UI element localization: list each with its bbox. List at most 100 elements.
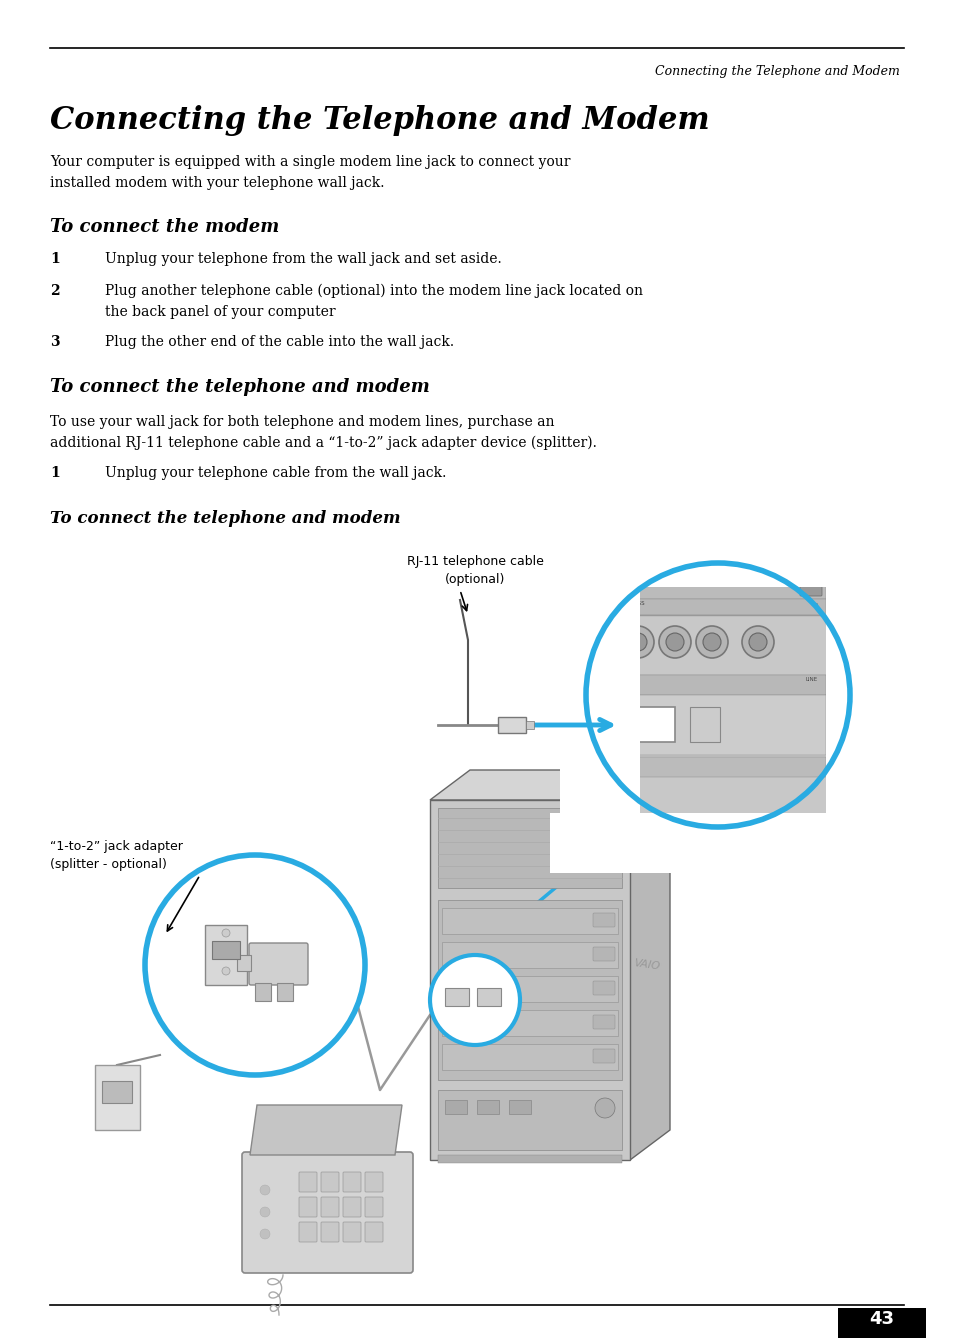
Polygon shape (430, 770, 669, 800)
FancyBboxPatch shape (609, 578, 825, 599)
Circle shape (659, 626, 690, 658)
Circle shape (595, 1097, 615, 1118)
Text: To connect the telephone and modem: To connect the telephone and modem (50, 378, 429, 397)
Text: Your computer is equipped with a single modem line jack to connect your
installe: Your computer is equipped with a single … (50, 155, 570, 189)
FancyBboxPatch shape (441, 1010, 618, 1036)
FancyBboxPatch shape (609, 675, 825, 695)
Polygon shape (250, 1106, 401, 1155)
Text: Connecting the Telephone and Modem: Connecting the Telephone and Modem (50, 105, 709, 135)
Text: Plug another telephone cable (optional) into the modem line jack located on
the : Plug another telephone cable (optional) … (105, 284, 642, 319)
Text: LINE: LINE (805, 677, 817, 682)
Circle shape (222, 967, 230, 976)
Text: (optional): (optional) (444, 574, 505, 586)
FancyBboxPatch shape (525, 721, 534, 729)
Text: O: O (813, 603, 817, 608)
FancyBboxPatch shape (609, 757, 825, 777)
Text: To connect the modem: To connect the modem (50, 218, 279, 236)
Polygon shape (629, 770, 669, 1160)
Circle shape (585, 563, 849, 827)
Circle shape (748, 632, 766, 651)
FancyBboxPatch shape (444, 988, 469, 1006)
FancyBboxPatch shape (476, 988, 500, 1006)
FancyBboxPatch shape (365, 1197, 382, 1217)
FancyBboxPatch shape (298, 1172, 316, 1193)
Circle shape (260, 1185, 270, 1195)
FancyBboxPatch shape (437, 1089, 621, 1150)
FancyBboxPatch shape (242, 1152, 413, 1273)
Text: Unplug your telephone cable from the wall jack.: Unplug your telephone cable from the wal… (105, 466, 446, 480)
FancyBboxPatch shape (441, 976, 618, 1002)
FancyBboxPatch shape (593, 1014, 615, 1029)
Circle shape (260, 1229, 270, 1240)
FancyBboxPatch shape (212, 941, 240, 959)
Text: To use your wall jack for both telephone and modem lines, purchase an
additional: To use your wall jack for both telephone… (50, 415, 597, 450)
Text: 2: 2 (50, 284, 60, 297)
FancyBboxPatch shape (441, 942, 618, 967)
FancyBboxPatch shape (236, 955, 251, 972)
Circle shape (702, 632, 720, 651)
FancyBboxPatch shape (800, 580, 821, 596)
FancyBboxPatch shape (825, 547, 905, 843)
FancyBboxPatch shape (298, 1222, 316, 1242)
FancyBboxPatch shape (593, 947, 615, 961)
FancyBboxPatch shape (320, 1172, 338, 1193)
FancyBboxPatch shape (320, 1222, 338, 1242)
FancyBboxPatch shape (298, 1197, 316, 1217)
FancyBboxPatch shape (609, 599, 825, 615)
Circle shape (222, 929, 230, 937)
Circle shape (145, 855, 365, 1075)
FancyBboxPatch shape (365, 1222, 382, 1242)
FancyBboxPatch shape (365, 1172, 382, 1193)
Circle shape (741, 626, 773, 658)
FancyBboxPatch shape (609, 578, 825, 813)
FancyBboxPatch shape (497, 717, 525, 733)
FancyBboxPatch shape (593, 913, 615, 927)
Text: 1: 1 (50, 252, 60, 267)
FancyBboxPatch shape (689, 708, 720, 742)
Text: RJ-11 telephone cable: RJ-11 telephone cable (406, 555, 543, 568)
FancyBboxPatch shape (550, 527, 885, 587)
FancyBboxPatch shape (276, 984, 293, 1001)
Circle shape (628, 632, 646, 651)
FancyBboxPatch shape (476, 1100, 498, 1114)
Text: To connect the telephone and modem: To connect the telephone and modem (50, 511, 400, 527)
FancyBboxPatch shape (95, 1065, 140, 1130)
Circle shape (696, 626, 727, 658)
Text: 43: 43 (868, 1311, 894, 1328)
Text: 2  |: 2 | (616, 677, 626, 683)
FancyBboxPatch shape (205, 925, 247, 985)
FancyBboxPatch shape (441, 909, 618, 934)
FancyBboxPatch shape (320, 1197, 338, 1217)
Circle shape (665, 632, 683, 651)
FancyBboxPatch shape (249, 943, 308, 985)
FancyBboxPatch shape (619, 708, 675, 742)
FancyBboxPatch shape (437, 1155, 621, 1163)
Text: WIRELESS: WIRELESS (618, 602, 645, 606)
FancyBboxPatch shape (441, 1044, 618, 1071)
FancyBboxPatch shape (254, 984, 271, 1001)
FancyBboxPatch shape (609, 695, 825, 754)
Text: “1-to-2” jack adapter: “1-to-2” jack adapter (50, 840, 183, 854)
Text: 3: 3 (50, 335, 60, 348)
FancyBboxPatch shape (343, 1222, 360, 1242)
Text: Plug the other end of the cable into the wall jack.: Plug the other end of the cable into the… (105, 335, 454, 348)
Circle shape (430, 955, 519, 1045)
Text: Unplug your telephone from the wall jack and set aside.: Unplug your telephone from the wall jack… (105, 252, 501, 267)
FancyBboxPatch shape (593, 1049, 615, 1063)
Circle shape (260, 1207, 270, 1217)
FancyBboxPatch shape (437, 808, 621, 888)
FancyBboxPatch shape (550, 813, 885, 872)
FancyBboxPatch shape (343, 1172, 360, 1193)
FancyBboxPatch shape (430, 800, 629, 1160)
FancyBboxPatch shape (837, 1308, 925, 1339)
FancyBboxPatch shape (559, 547, 639, 843)
FancyBboxPatch shape (102, 1081, 132, 1103)
Text: Connecting the Telephone and Modem: Connecting the Telephone and Modem (655, 66, 899, 78)
FancyBboxPatch shape (593, 981, 615, 996)
Text: 1: 1 (50, 466, 60, 480)
Text: VAIO: VAIO (632, 958, 659, 971)
FancyBboxPatch shape (444, 1100, 467, 1114)
FancyBboxPatch shape (437, 900, 621, 1080)
Circle shape (621, 626, 654, 658)
FancyBboxPatch shape (343, 1197, 360, 1217)
